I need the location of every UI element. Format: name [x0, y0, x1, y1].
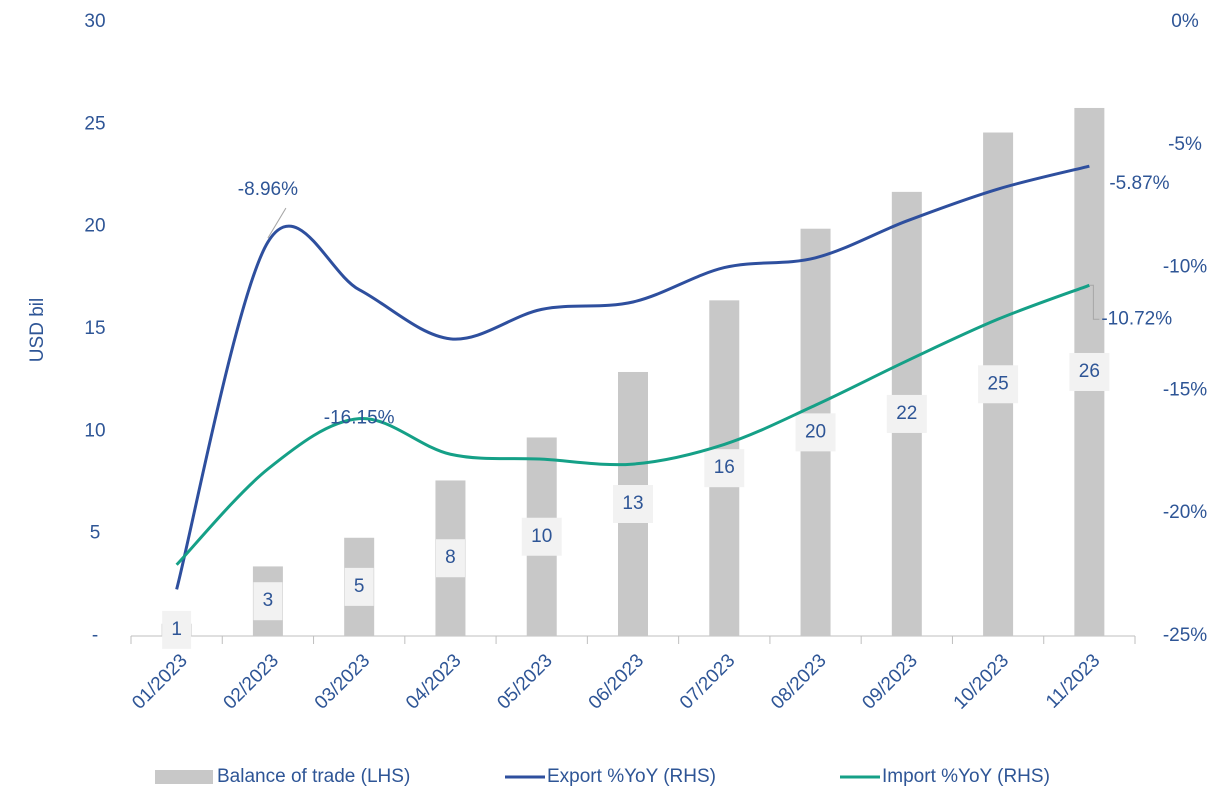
x-tick-label: 07/2023 [676, 650, 739, 713]
data-label-box [162, 610, 192, 649]
y2-tick-label: -15% [1163, 379, 1207, 400]
x-tick-label: 02/2023 [220, 650, 283, 713]
data-label: 16 [714, 457, 735, 478]
data-label-box [978, 365, 1019, 404]
data-label-box [521, 517, 562, 556]
y2-tick-label: -20% [1163, 502, 1207, 523]
x-tick-label: 04/2023 [402, 650, 465, 713]
leader-line [267, 207, 287, 239]
data-label: -16.15% [324, 408, 395, 429]
y-tick-label: 30 [84, 11, 105, 32]
data-label-box [886, 394, 927, 433]
y2-tick-label: -25% [1163, 625, 1207, 646]
data-label-box [704, 449, 745, 488]
x-tick-label: 11/2023 [1042, 650, 1104, 712]
data-label: 8 [445, 547, 456, 568]
data-label-box [435, 539, 465, 578]
y-tick-label: 5 [90, 523, 101, 544]
data-label: -10.72% [1101, 308, 1172, 329]
y2-tick-label: -5% [1168, 134, 1202, 155]
y-tick-label: 15 [84, 318, 105, 339]
y-tick-label: 10 [84, 420, 105, 441]
data-label: 20 [805, 421, 826, 442]
y-tick-label: 20 [84, 216, 105, 237]
data-label: -5.87% [1109, 173, 1169, 194]
y-axis-label: USD bil [27, 298, 48, 362]
y-tick-label: - [92, 625, 98, 646]
data-label: 3 [263, 590, 274, 611]
data-label: 13 [622, 493, 643, 514]
x-tick-label: 03/2023 [311, 650, 374, 713]
data-label-box [795, 413, 836, 452]
y2-tick-label: 0% [1171, 11, 1199, 32]
x-tick-label: 01/2023 [128, 650, 191, 713]
data-label: 22 [896, 403, 917, 424]
data-label-box [613, 484, 653, 523]
x-tick-label: 06/2023 [585, 650, 648, 713]
data-label-box [1069, 352, 1110, 391]
data-label-box [344, 567, 374, 606]
line [175, 164, 1090, 590]
x-tick-label: 05/2023 [493, 650, 556, 713]
data-label: 10 [531, 526, 552, 547]
data-label: 25 [988, 373, 1009, 394]
data-label: -8.96% [238, 179, 298, 200]
x-tick-label: 10/2023 [950, 650, 1013, 713]
y-tick-label: 25 [84, 113, 105, 134]
legend-label: Balance of trade (LHS) [217, 766, 410, 787]
x-tick-label: 08/2023 [767, 650, 830, 713]
leader-line [1089, 284, 1100, 320]
data-label: 26 [1079, 361, 1100, 382]
data-label: 1 [171, 619, 182, 640]
legend-label: Import %YoY (RHS) [882, 766, 1050, 787]
data-label-box [253, 582, 283, 621]
legend-swatch [155, 770, 213, 784]
line [175, 283, 1090, 566]
data-label: 5 [354, 576, 365, 597]
y2-tick-label: -10% [1163, 257, 1207, 278]
legend-label: Export %YoY (RHS) [547, 766, 716, 787]
x-tick-label: 09/2023 [858, 650, 921, 713]
